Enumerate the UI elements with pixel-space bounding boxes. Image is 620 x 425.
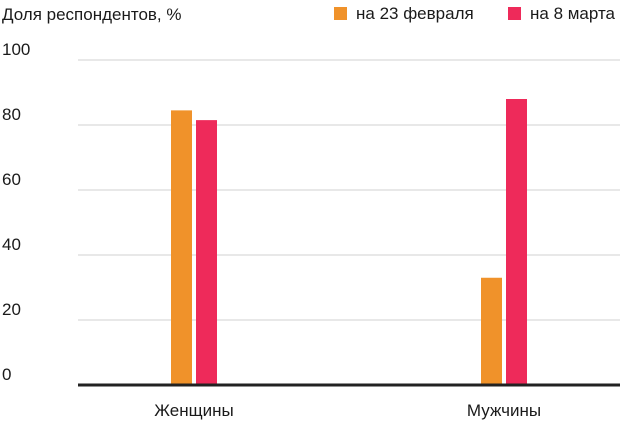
bar-1-series-2 bbox=[196, 120, 217, 385]
bars bbox=[171, 99, 527, 385]
y-axis-label: Доля респондентов, % bbox=[2, 5, 182, 24]
legend-label-series-2: на 8 марта bbox=[530, 4, 616, 23]
gridlines bbox=[78, 59, 620, 321]
bar-2-series-1 bbox=[481, 277, 502, 385]
y-tick-label: 60 bbox=[2, 170, 21, 189]
legend-label-series-1: на 23 февраля bbox=[356, 4, 474, 23]
y-axis-ticks: 0 20 40 60 80 100 bbox=[2, 40, 30, 384]
y-tick-label: 100 bbox=[2, 40, 30, 59]
y-tick-label: 0 bbox=[2, 365, 11, 384]
legend-swatch-series-1 bbox=[334, 7, 347, 20]
legend-swatch-series-2 bbox=[508, 7, 521, 20]
x-axis-categories: Женщины Мужчины bbox=[154, 401, 541, 420]
bar-1-series-1 bbox=[171, 110, 192, 385]
legend: на 23 февраля на 8 марта bbox=[334, 4, 616, 23]
bar-2-series-2 bbox=[506, 99, 527, 385]
y-tick-label: 40 bbox=[2, 235, 21, 254]
x-category-label: Мужчины bbox=[467, 401, 541, 420]
y-tick-label: 80 bbox=[2, 105, 21, 124]
x-category-label: Женщины bbox=[154, 401, 233, 420]
y-tick-label: 20 bbox=[2, 300, 21, 319]
